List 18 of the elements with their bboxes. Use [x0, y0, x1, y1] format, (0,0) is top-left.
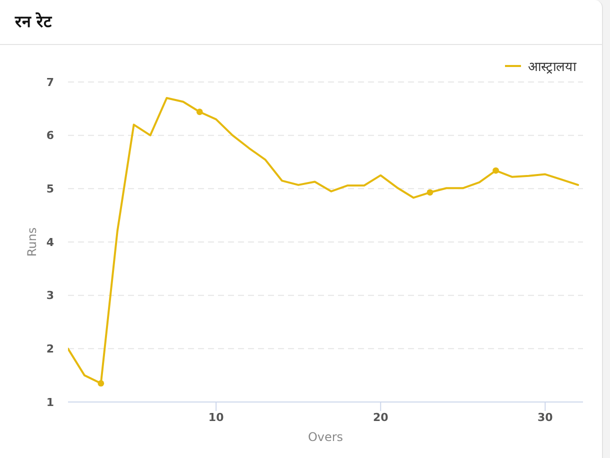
x-tick-label: 30	[538, 410, 554, 424]
y-tick-label: 6	[46, 129, 54, 142]
y-tick-label: 1	[46, 396, 54, 409]
x-tick-label: 20	[372, 410, 389, 424]
x-tick-label: 10	[208, 410, 224, 424]
point	[196, 108, 203, 116]
y-tick-label: 4	[46, 236, 54, 249]
y-tick-label: 2	[46, 342, 54, 356]
x-axis-title: Overs	[308, 430, 344, 444]
point	[426, 189, 434, 196]
y-tick-label: 7	[46, 76, 54, 89]
legend-label: आस्ट्रालया	[528, 59, 576, 75]
y-tick-label: 5	[46, 182, 54, 196]
point	[492, 167, 499, 174]
point	[98, 380, 104, 387]
y-tick-label: 3	[46, 289, 54, 302]
y-axis-title: Runs	[25, 227, 39, 257]
chart-title: रन रेट	[15, 11, 52, 33]
